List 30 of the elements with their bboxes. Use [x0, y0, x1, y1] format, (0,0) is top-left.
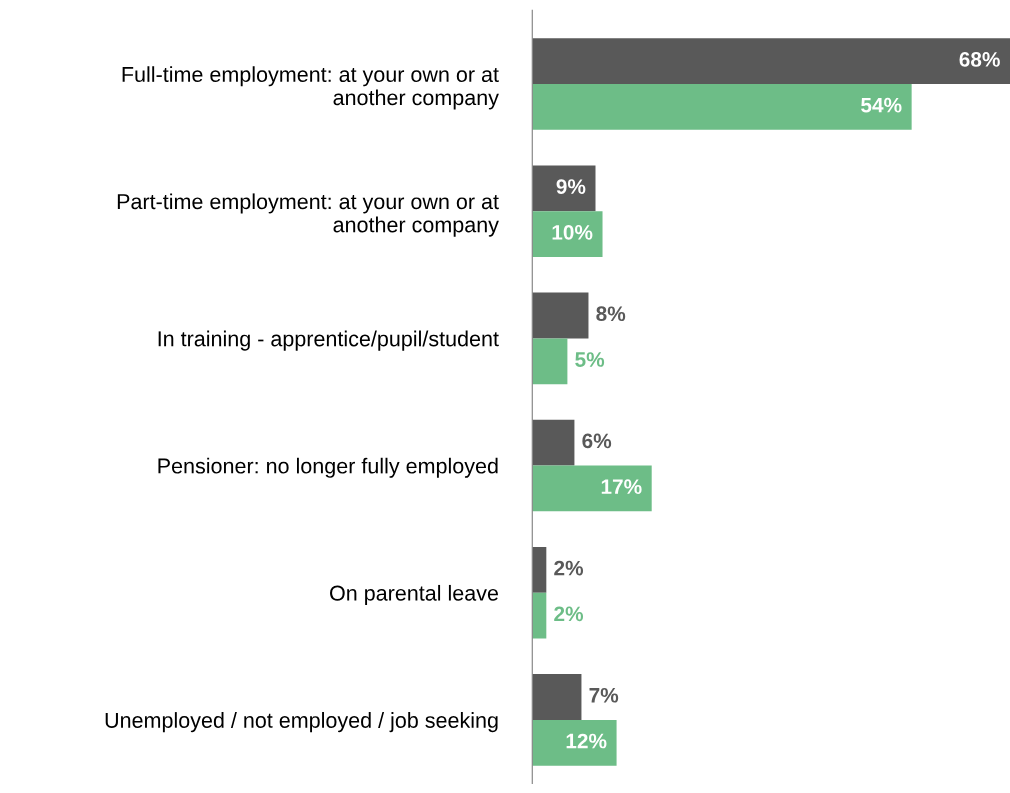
bar — [532, 719, 617, 766]
data-label: 6% — [582, 433, 612, 449]
bar — [532, 165, 596, 212]
bar — [532, 292, 589, 339]
data-label: 10% — [552, 224, 593, 240]
y-tick-label: Full-time employment: at your own or at another company — [122, 66, 499, 110]
bar — [532, 592, 547, 639]
data-label: 5% — [575, 352, 605, 367]
y-tick-label: On parental leave — [330, 584, 498, 605]
data-label: 7% — [589, 687, 619, 703]
data-label: 54% — [861, 97, 902, 113]
data-label: 12% — [566, 733, 607, 749]
y-tick-label: Part-time employment: at your own or at another company — [117, 193, 499, 237]
data-label: 8% — [596, 306, 626, 322]
data-label: 2% — [554, 560, 584, 576]
data-label: 2% — [554, 606, 584, 622]
bar — [532, 211, 603, 258]
bar — [532, 338, 568, 385]
data-label: 9% — [556, 179, 586, 194]
bar — [532, 674, 582, 720]
bar — [532, 465, 652, 512]
data-label: 17% — [601, 479, 642, 495]
data-label: 68% — [959, 52, 1000, 67]
y-tick-label: Pensioner: no longer fully employed — [158, 457, 498, 478]
y-tick-label: Unemployed / not employed / job seeking — [105, 712, 498, 733]
bar — [532, 546, 547, 593]
bar — [532, 38, 1010, 85]
bar — [532, 419, 575, 466]
bar — [532, 84, 912, 130]
y-tick-label: In training - apprentice/pupil/student — [158, 330, 499, 351]
